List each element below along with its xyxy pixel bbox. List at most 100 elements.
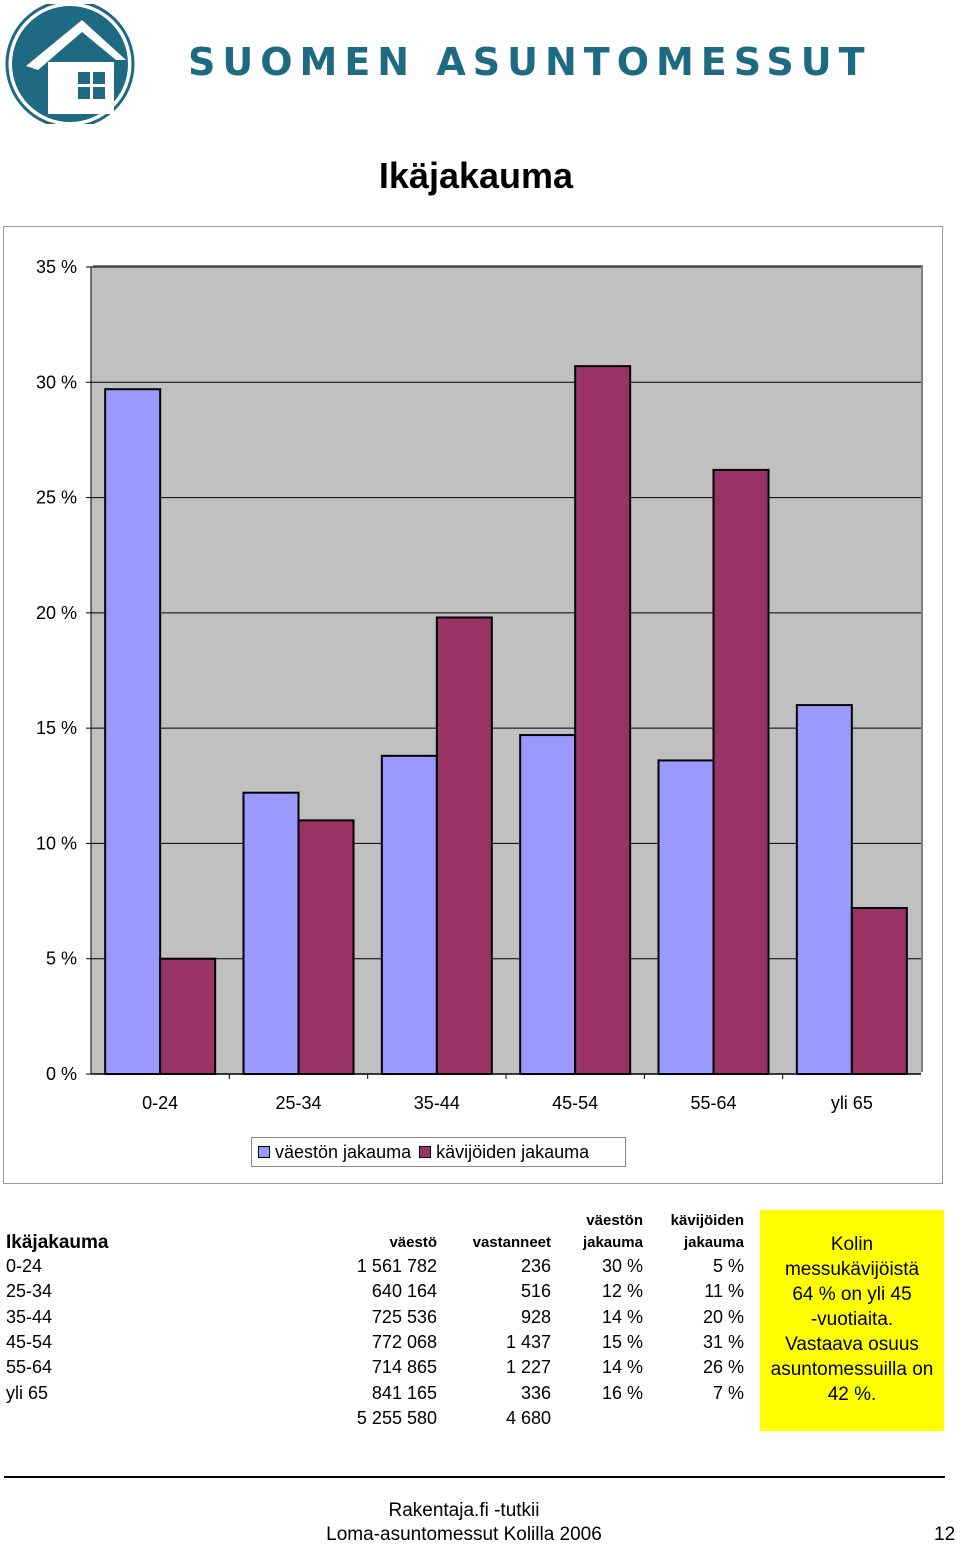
bar-vaeston-55-64 (657, 759, 715, 1075)
cell-vaeston-jakauma: 16 % (601, 1382, 643, 1403)
table-row: 45-54 772 068 1 437 15 % 31 % (6, 1330, 744, 1355)
header-kavijoiden-jakauma-line1: kävijöiden (670, 1212, 744, 1229)
cell-kavijoiden-jakauma: 5 % (712, 1256, 744, 1277)
note-line: messukävijöistä (784, 1259, 920, 1280)
x-tick-label: 55-64 (690, 1093, 736, 1113)
note-line: 64 % on yli 45 (792, 1284, 912, 1305)
header-vaeston-jakauma: väestön jakauma (551, 1210, 643, 1254)
cell-group: 25-34 (6, 1281, 53, 1302)
bar-vaeston-35-44 (380, 754, 438, 1075)
cell-kavijoiden-jakauma: 11 % (704, 1281, 744, 1302)
cell-vastanneet: 1 437 (505, 1332, 551, 1353)
cell-vaesto: 1 561 782 (356, 1256, 437, 1277)
cell-group: 0-24 (6, 1256, 43, 1277)
legend-item-series1: väestön jakauma (258, 1142, 411, 1163)
bar-vaeston-yli-65 (795, 704, 853, 1075)
cell-kavijoiden-jakauma: 7 % (712, 1382, 744, 1403)
cell-vastanneet: 236 (520, 1256, 551, 1277)
y-tick-label: 35 % (36, 257, 77, 277)
y-tick-label: 5 % (46, 949, 77, 969)
y-tick-label: 15 % (36, 718, 77, 738)
y-tick-label: 10 % (36, 833, 77, 853)
legend-swatch-series2 (419, 1146, 432, 1158)
cell-vaeston-jakauma: 15 % (601, 1332, 643, 1353)
table-row: yli 65 841 165 336 16 % 7 % (6, 1380, 744, 1405)
page-number: 12 (934, 1524, 956, 1545)
table-row: 25-34 640 164 516 12 % 11 % (6, 1279, 744, 1304)
cell-group: yli 65 (6, 1382, 49, 1403)
bar-vaeston-45-54 (519, 734, 577, 1075)
bar-vaeston-25-34 (242, 791, 300, 1076)
y-tick-label: 25 % (36, 488, 77, 508)
legend-label-series1: väestön jakauma (275, 1141, 412, 1162)
bar-kavijoiden-yli-65 (850, 906, 908, 1076)
cell-kavijoiden-jakauma: 26 % (702, 1357, 744, 1378)
x-tick-label: 0-24 (142, 1093, 178, 1113)
cell-kavijoiden-jakauma: 20 % (702, 1306, 744, 1327)
table-header-row: Ikäjakauma väestö vastanneet väestön jaka… (6, 1210, 744, 1254)
cell-vastanneet: 928 (520, 1306, 551, 1327)
header-vaeston-jakauma-line2: jakauma (582, 1234, 643, 1251)
bar-vaeston-0-24 (104, 388, 162, 1075)
cell-vaesto: 640 164 (371, 1281, 437, 1302)
note-line: Vastaava osuus (785, 1334, 919, 1355)
x-tick-label: 45-54 (552, 1093, 598, 1113)
cell-group: 55-64 (6, 1357, 53, 1378)
page-title: Ikäjakauma (378, 155, 574, 196)
cell-vastanneet: 1 227 (505, 1357, 551, 1378)
cell-vastanneet: 336 (520, 1382, 551, 1403)
table-row: 55-64 714 865 1 227 14 % 26 % (6, 1355, 744, 1380)
cell-vaesto: 841 165 (371, 1382, 437, 1403)
cell-vaesto: 772 068 (371, 1332, 437, 1353)
footer-event: Loma-asuntomessut Kolilla 2006 (326, 1524, 602, 1545)
bar-kavijoiden-55-64 (712, 468, 770, 1076)
total-vaesto: 5 255 580 (356, 1407, 437, 1428)
y-tick-label: 20 % (36, 603, 77, 623)
chart-frame: 0 % 5 % 10 % 15 % 20 % 25 % 30 % 35 % 0-24 25-34 3… (3, 226, 943, 1184)
x-tick-label: 25-34 (275, 1093, 321, 1113)
table-row: 0-24 1 561 782 236 30 % 5 % (6, 1254, 744, 1279)
cell-vaeston-jakauma: 12 % (601, 1281, 643, 1302)
header-vaeston-jakauma-line1: väestön (586, 1212, 643, 1229)
legend-swatch-series1 (258, 1146, 270, 1158)
bar-kavijoiden-35-44 (435, 616, 493, 1075)
cell-group: 45-54 (6, 1332, 53, 1353)
table-title: Ikäjakauma (6, 1232, 109, 1253)
legend-label-series2: kävijöiden jakauma (436, 1141, 590, 1162)
legend-item-series2: kävijöiden jakauma (419, 1142, 589, 1163)
footer-source: Rakentaja.fi -tutkii (388, 1500, 540, 1521)
header-kavijoiden-jakauma-line2: jakauma (683, 1234, 744, 1251)
header-kavijoiden-jakauma: kävijöiden jakauma (643, 1210, 744, 1254)
y-tick-label: 0 % (46, 1064, 77, 1084)
highlight-note: Kolin messukävijöistä 64 % on yli 45 -vu… (760, 1210, 944, 1431)
cell-vaesto: 714 865 (371, 1357, 437, 1378)
cell-vaeston-jakauma: 30 % (601, 1256, 643, 1277)
footer-divider (4, 1476, 945, 1478)
header-vastanneet: vastanneet (472, 1234, 551, 1251)
cell-vaesto: 725 536 (371, 1306, 437, 1327)
chart-legend: väestön jakauma kävijöiden jakauma (251, 1137, 626, 1167)
suomen-asuntomessut-logo (5, 4, 135, 124)
note-line: 42 %. (827, 1384, 877, 1405)
table-totals-row: 5 255 580 4 680 (6, 1406, 744, 1431)
brand-name: SUOMEN ASUNTOMESSUT (188, 40, 872, 84)
x-tick-label: yli 65 (831, 1093, 873, 1113)
total-vastanneet: 4 680 (505, 1407, 551, 1428)
data-table: Ikäjakauma väestö vastanneet väestön jaka… (6, 1210, 744, 1431)
cell-kavijoiden-jakauma: 31 % (702, 1332, 744, 1353)
y-tick-label: 30 % (36, 372, 77, 392)
cell-vastanneet: 516 (520, 1281, 551, 1302)
note-line: asuntomessuilla on (770, 1359, 934, 1380)
bar-kavijoiden-0-24 (159, 957, 217, 1076)
header-vaesto: väestö (389, 1234, 437, 1251)
bar-chart: 0 % 5 % 10 % 15 % 20 % 25 % 30 % 35 % 0-24 25-34 3… (36, 257, 923, 1113)
note-line: Kolin (830, 1234, 874, 1255)
table-row: 35-44 725 536 928 14 % 20 % (6, 1305, 744, 1330)
bar-kavijoiden-45-54 (574, 365, 632, 1076)
x-tick-label: 35-44 (414, 1093, 460, 1113)
plot-area (91, 267, 921, 1074)
cell-group: 35-44 (6, 1306, 53, 1327)
cell-vaeston-jakauma: 14 % (601, 1306, 643, 1327)
note-line: -vuotiaita. (810, 1309, 894, 1330)
bar-kavijoiden-25-34 (297, 819, 355, 1075)
